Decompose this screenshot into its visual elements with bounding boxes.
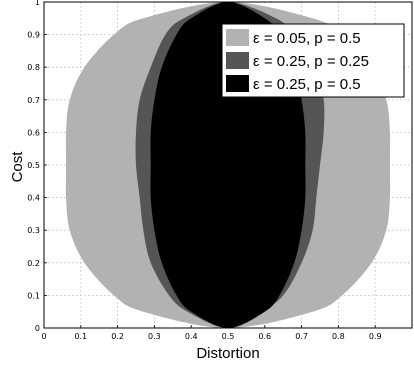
x-axis-label: Distortion — [196, 345, 259, 362]
y-tick-label: 0 — [35, 324, 40, 333]
y-tick-label: 0.8 — [27, 63, 40, 72]
axis-ticks: 0 0.1 0.2 0.3 0.4 0.5 0.6 0.7 0.8 0.9 0 0.1 0.2 0.3 0.… — [27, 0, 381, 341]
y-tick-label: 0.6 — [27, 128, 40, 137]
legend: ε = 0.05, p = 0.5 ε = 0.25, p = 0.25 ε = 0… — [221, 23, 405, 98]
legend-swatch — [226, 75, 249, 92]
x-tick-label: 0.7 — [295, 332, 308, 341]
legend-box — [221, 23, 405, 98]
x-tick-label: 0 — [41, 332, 46, 341]
y-tick-label: 0.5 — [27, 161, 40, 170]
x-tick-label: 0.1 — [74, 332, 87, 341]
x-tick-label: 0.8 — [332, 332, 345, 341]
y-tick-label: 1 — [35, 0, 40, 7]
legend-swatch — [226, 52, 249, 69]
y-tick-label: 0.3 — [27, 226, 40, 235]
legend-label: ε = 0.05, p = 0.5 — [253, 30, 361, 47]
y-tick-label: 0.2 — [27, 259, 40, 268]
legend-swatch — [226, 29, 249, 46]
y-axis-label: Cost — [9, 151, 26, 183]
x-tick-label: 0.9 — [369, 332, 382, 341]
legend-label: ε = 0.25, p = 0.25 — [253, 53, 369, 70]
y-tick-label: 0.7 — [27, 96, 40, 105]
y-tick-label: 0.4 — [27, 194, 40, 203]
x-tick-label: 0.3 — [148, 332, 161, 341]
y-tick-label: 0.9 — [27, 31, 40, 40]
x-tick-label: 0.2 — [111, 332, 124, 341]
x-tick-label: 0.6 — [258, 332, 271, 341]
legend-label: ε = 0.25, p = 0.5 — [253, 76, 361, 93]
y-tick-label: 0.1 — [27, 291, 40, 300]
x-tick-label: 0.4 — [185, 332, 198, 341]
x-tick-label: 0.5 — [222, 332, 235, 341]
